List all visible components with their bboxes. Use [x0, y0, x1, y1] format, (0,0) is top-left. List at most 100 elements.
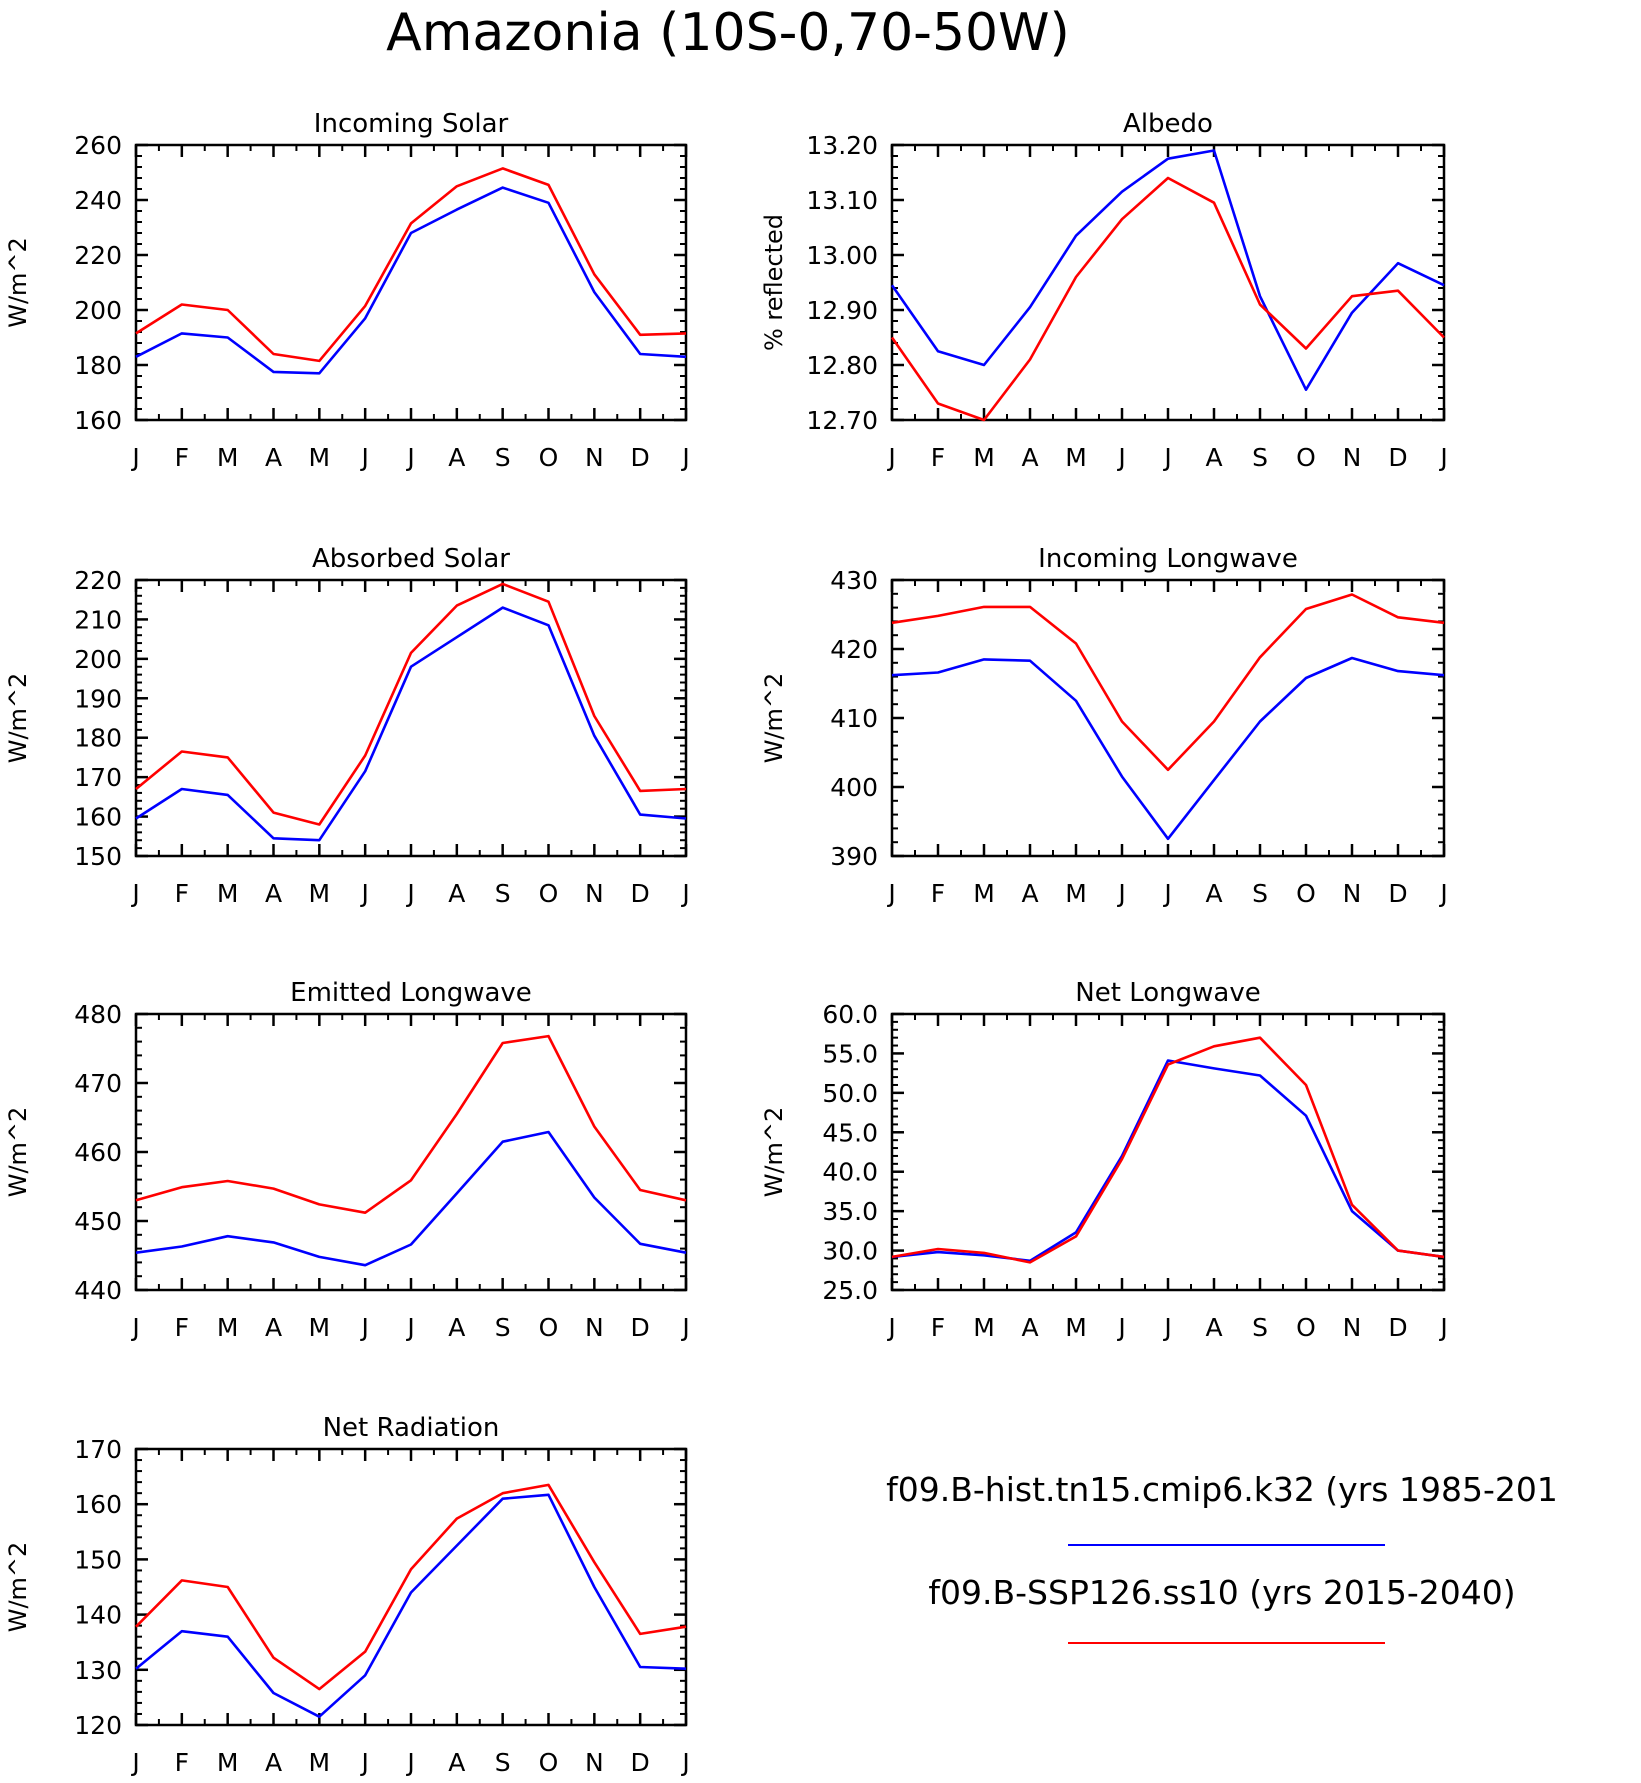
y-tick-label: 12.70 — [806, 406, 878, 435]
x-tick-label: D — [631, 879, 650, 908]
series-line-hist — [135, 1130, 687, 1267]
x-tick-label: M — [217, 443, 239, 472]
y-tick-label: 200 — [74, 645, 122, 674]
y-tick-label: 120 — [74, 1711, 122, 1740]
x-tick-label: J — [1162, 879, 1171, 908]
y-tick-label: 12.90 — [806, 296, 878, 325]
x-tick-label: A — [265, 1313, 282, 1342]
x-tick-label: D — [1388, 1313, 1407, 1342]
y-tick-label: 410 — [830, 704, 878, 733]
series-line-ssp126 — [135, 582, 687, 826]
x-tick-label: A — [1021, 443, 1038, 472]
x-tick-label: J — [680, 443, 689, 472]
panel-title: Incoming Longwave — [1038, 544, 1298, 574]
x-tick-label: F — [175, 1748, 189, 1777]
y-tick-label: 140 — [74, 1601, 122, 1630]
x-tick-label: O — [539, 1313, 559, 1342]
x-tick-label: A — [1021, 1313, 1038, 1342]
y-tick-label: 460 — [74, 1138, 122, 1167]
series-line-ssp126 — [890, 176, 1445, 422]
x-tick-label: N — [585, 1748, 604, 1777]
y-tick-label: 160 — [74, 406, 122, 435]
x-tick-label: A — [448, 443, 465, 472]
x-tick-label: A — [1021, 879, 1038, 908]
y-tick-label: 480 — [74, 1000, 122, 1029]
x-tick-label: J — [405, 879, 414, 908]
x-tick-label: M — [217, 879, 239, 908]
x-tick-label: A — [448, 1748, 465, 1777]
main-title: Amazonia (10S-0,70-50W) — [386, 3, 1070, 63]
y-tick-label: 13.00 — [806, 241, 878, 270]
x-tick-label: J — [886, 879, 895, 908]
x-tick-label: M — [217, 1313, 239, 1342]
y-tick-label: 420 — [830, 635, 878, 664]
x-tick-label: J — [886, 1313, 895, 1342]
x-tick-label: A — [265, 879, 282, 908]
x-tick-label: N — [1343, 1313, 1362, 1342]
y-tick-label: 13.10 — [806, 186, 878, 215]
x-tick-label: M — [309, 443, 331, 472]
panel-title: Absorbed Solar — [312, 544, 510, 574]
y-tick-label: 170 — [74, 1435, 122, 1464]
x-tick-label: N — [1343, 443, 1362, 472]
series-line-ssp126 — [135, 1034, 687, 1214]
y-tick-label: 50.0 — [822, 1079, 878, 1108]
x-tick-label: D — [631, 1313, 650, 1342]
x-tick-label: J — [1162, 443, 1171, 472]
y-tick-label: 170 — [74, 763, 122, 792]
y-axis-label: W/m^2 — [4, 1107, 32, 1198]
x-tick-label: M — [1065, 879, 1087, 908]
x-tick-label: A — [265, 1748, 282, 1777]
x-tick-label: J — [1438, 1313, 1447, 1342]
x-tick-label: M — [309, 879, 331, 908]
x-tick-label: J — [1438, 879, 1447, 908]
x-tick-label: A — [1205, 879, 1222, 908]
plot-frame — [890, 578, 1446, 858]
x-tick-label: F — [175, 443, 189, 472]
x-tick-label: J — [680, 1748, 689, 1777]
x-tick-label: M — [973, 1313, 995, 1342]
y-axis-label: W/m^2 — [760, 1107, 788, 1198]
series-line-ssp126 — [891, 1036, 1445, 1264]
y-axis-label: % reflected — [760, 214, 788, 351]
x-tick-label: J — [886, 443, 895, 472]
x-tick-label: N — [585, 443, 604, 472]
x-tick-label: M — [973, 879, 995, 908]
y-tick-label: 180 — [74, 724, 122, 753]
x-tick-label: O — [1296, 443, 1316, 472]
x-tick-label: A — [1205, 1313, 1222, 1342]
x-tick-label: D — [631, 443, 650, 472]
y-tick-label: 450 — [74, 1207, 122, 1236]
x-tick-label: A — [448, 879, 465, 908]
legend-label-hist: f09.B-hist.tn15.cmip6.k32 (yrs 1985-201 — [886, 1470, 1558, 1509]
plot-frame — [134, 1447, 688, 1727]
x-tick-label: J — [1116, 443, 1125, 472]
y-tick-label: 55.0 — [822, 1039, 878, 1068]
x-tick-label: F — [931, 443, 945, 472]
y-tick-label: 45.0 — [822, 1118, 878, 1147]
plot-frame — [134, 578, 688, 858]
y-tick-label: 35.0 — [822, 1197, 878, 1226]
x-tick-label: A — [265, 443, 282, 472]
x-tick-label: J — [130, 1748, 139, 1777]
x-tick-label: M — [1065, 1313, 1087, 1342]
x-tick-label: S — [1252, 443, 1268, 472]
x-tick-label: S — [495, 879, 511, 908]
y-tick-label: 12.80 — [806, 351, 878, 380]
series-line-hist — [891, 1059, 1445, 1263]
y-tick-label: 440 — [74, 1276, 122, 1305]
x-tick-label: D — [631, 1748, 650, 1777]
x-tick-label: M — [309, 1313, 331, 1342]
x-tick-label: S — [495, 1748, 511, 1777]
y-tick-label: 40.0 — [822, 1158, 878, 1187]
series-line-hist — [135, 186, 687, 375]
x-tick-label: J — [405, 1748, 414, 1777]
x-tick-label: N — [1343, 879, 1362, 908]
legend-label-ssp126: f09.B-SSP126.ss10 (yrs 2015-2040) — [928, 1573, 1515, 1612]
x-tick-label: J — [1162, 1313, 1171, 1342]
